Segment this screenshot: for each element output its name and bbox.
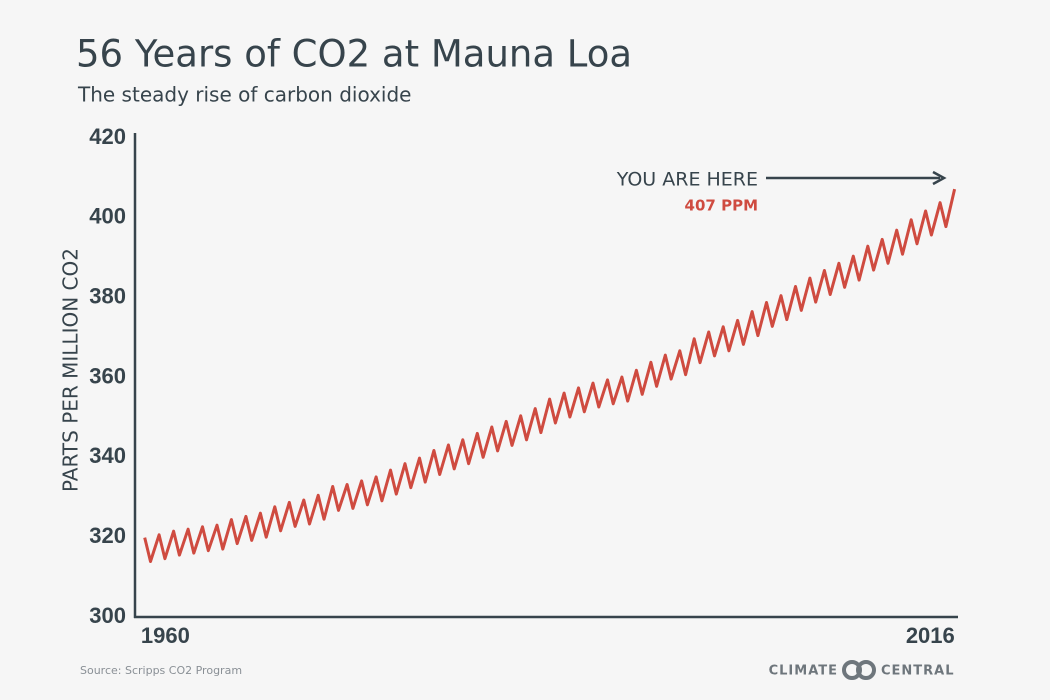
y-tick-label: 400 [89, 204, 126, 229]
arrow-head [932, 170, 947, 186]
y-tick-label: 420 [89, 124, 126, 149]
y-tick-label: 360 [89, 363, 126, 388]
data-line [143, 188, 957, 563]
x-tick-label: 1960 [141, 623, 190, 648]
y-tick-label: 340 [89, 443, 126, 468]
credit: CENTRAL [881, 664, 955, 679]
y-tick-label: 300 [89, 603, 126, 628]
y-tick-label: 380 [89, 283, 126, 308]
annotation-value: 407 PPM [685, 197, 758, 215]
source: Source: Scripps CO2 Program [80, 664, 242, 677]
chart-title: 56 Years of CO2 at Mauna Loa [76, 33, 632, 76]
y-axis-label: PARTS PER MILLION CO2 [59, 248, 83, 492]
y-tick-label: 320 [89, 523, 126, 548]
credit: CLIMATE [769, 664, 838, 679]
annotation: YOU ARE HERE [616, 169, 758, 191]
x-tick-label: 2016 [906, 623, 955, 648]
chart-subtitle: The steady rise of carbon dioxide [77, 83, 411, 107]
logo [856, 660, 876, 680]
